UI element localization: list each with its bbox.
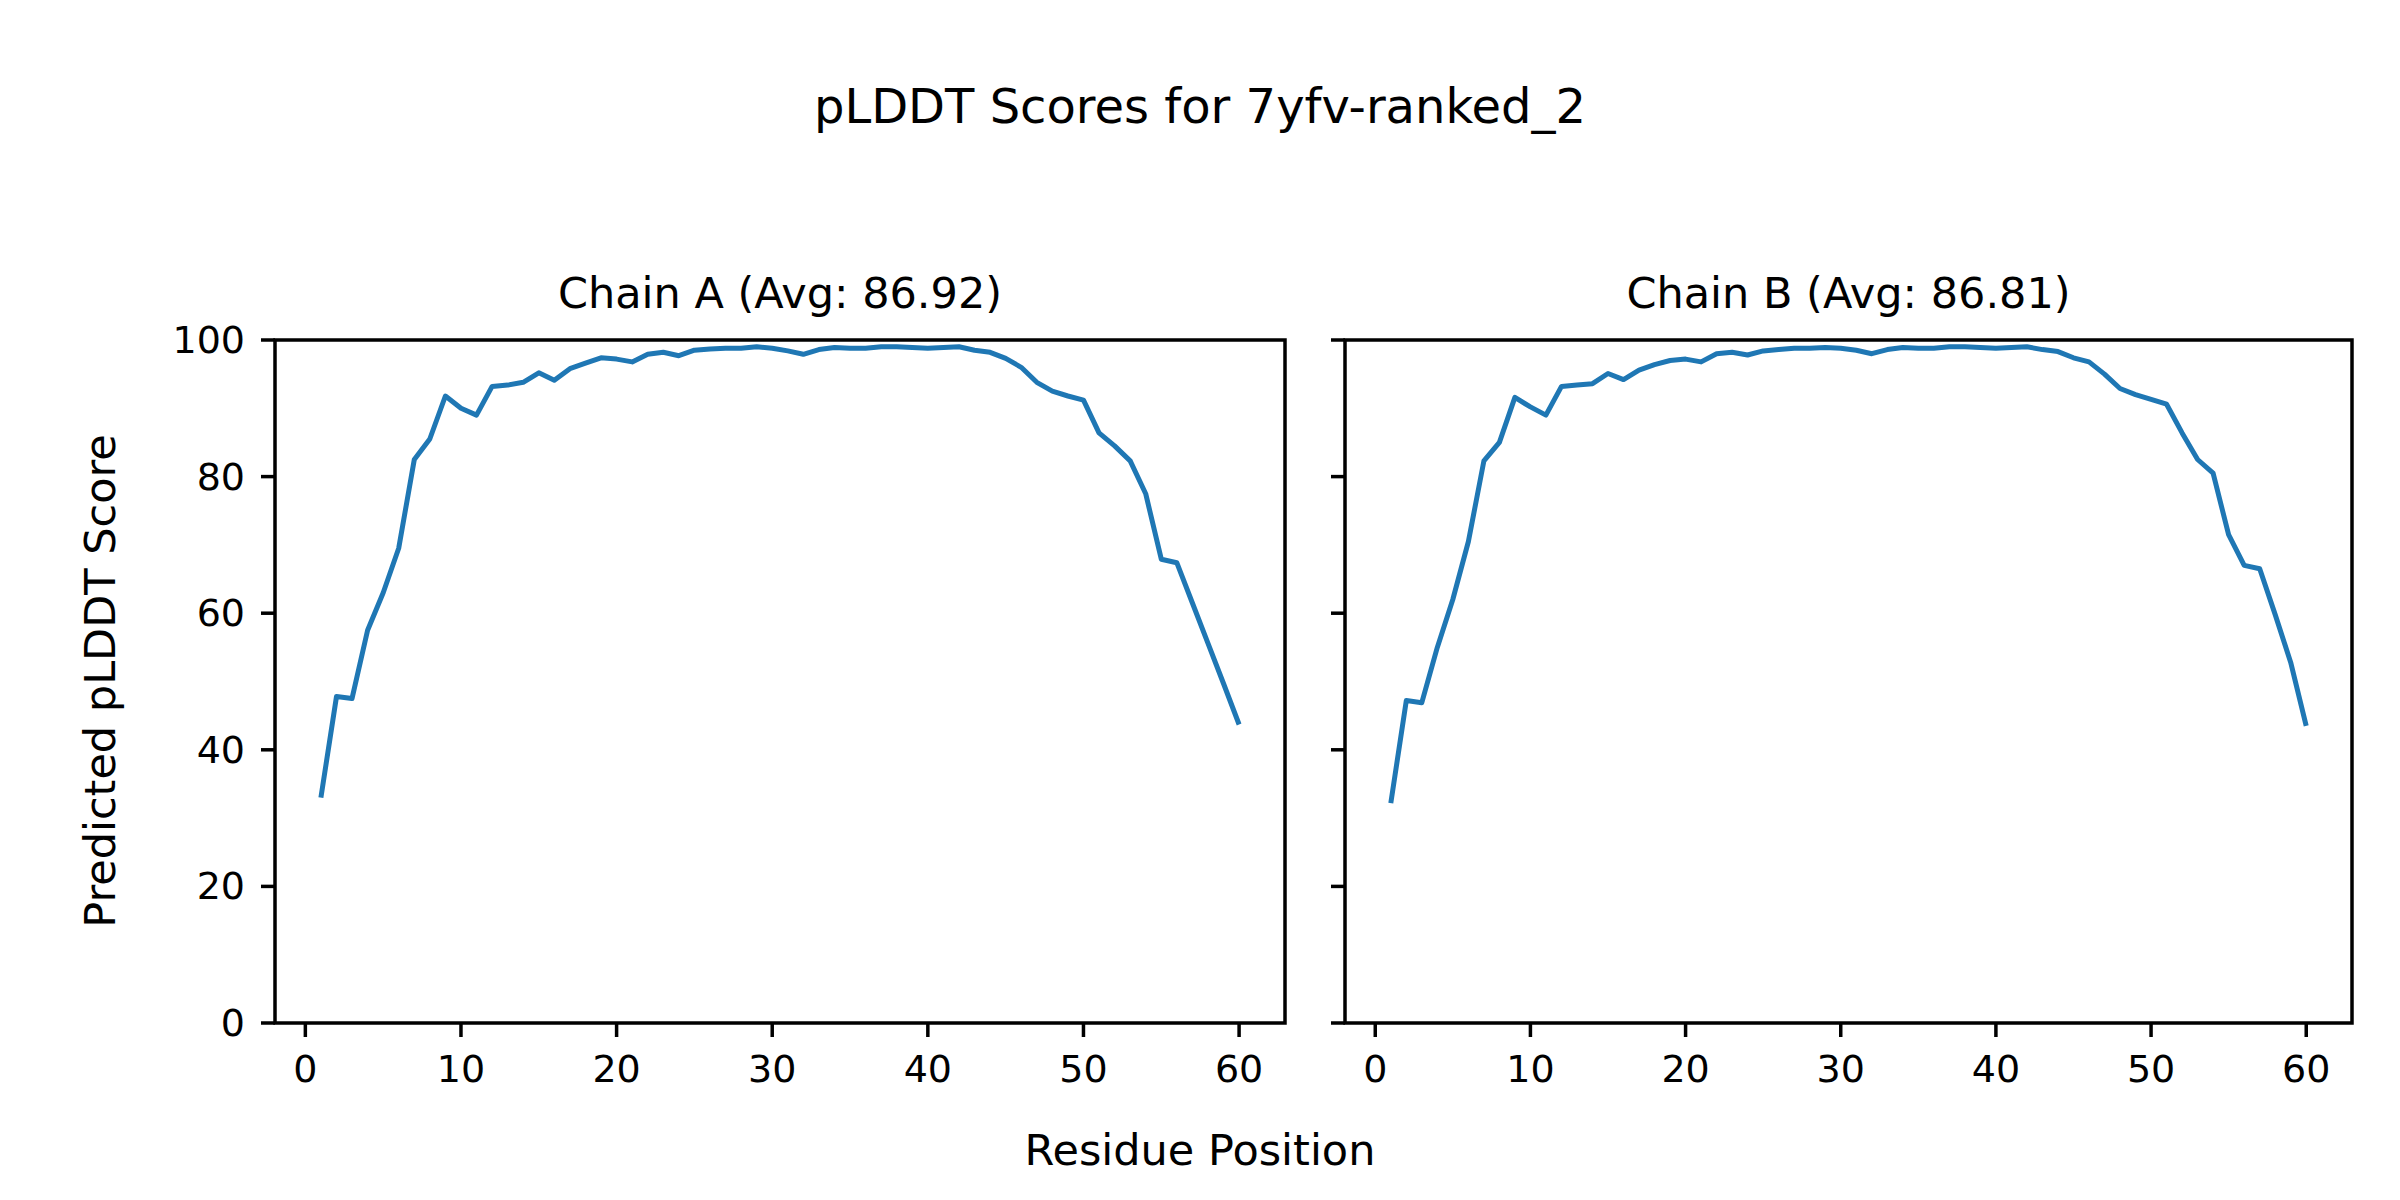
y-tick-label-a: 80 xyxy=(197,455,245,499)
x-tick-label-b: 40 xyxy=(1972,1047,2020,1091)
x-tick-label-a: 30 xyxy=(748,1047,796,1091)
x-tick-label-a: 20 xyxy=(592,1047,640,1091)
x-tick-label-b: 20 xyxy=(1661,1047,1709,1091)
x-tick-label-b: 0 xyxy=(1363,1047,1387,1091)
x-tick-label-b: 50 xyxy=(2127,1047,2175,1091)
x-tick-label-a: 50 xyxy=(1059,1047,1107,1091)
x-tick-label-a: 40 xyxy=(904,1047,952,1091)
axes-frame-b xyxy=(1345,340,2352,1023)
plot-area: 0 10 20 30 40 50 60 0 20 40 60 80 100 0 10 20 30 40 50 60 xyxy=(0,0,2400,1200)
x-tick-label-b: 60 xyxy=(2282,1047,2330,1091)
y-tick-label-a: 40 xyxy=(197,728,245,772)
y-tick-label-a: 0 xyxy=(221,1001,245,1045)
y-tick-label-a: 60 xyxy=(197,591,245,635)
y-tick-label-a: 20 xyxy=(197,864,245,908)
figure-canvas: { "figure": { "title": "pLDDT Scores for… xyxy=(0,0,2400,1200)
y-tick-label-a: 100 xyxy=(172,318,245,362)
x-tick-label-b: 30 xyxy=(1817,1047,1865,1091)
plddt-line-chain-b xyxy=(1391,347,2306,803)
x-tick-label-a: 0 xyxy=(293,1047,317,1091)
x-tick-label-a: 60 xyxy=(1215,1047,1263,1091)
x-tick-label-b: 10 xyxy=(1506,1047,1554,1091)
x-tick-label-a: 10 xyxy=(437,1047,485,1091)
plddt-line-chain-a xyxy=(321,347,1239,798)
